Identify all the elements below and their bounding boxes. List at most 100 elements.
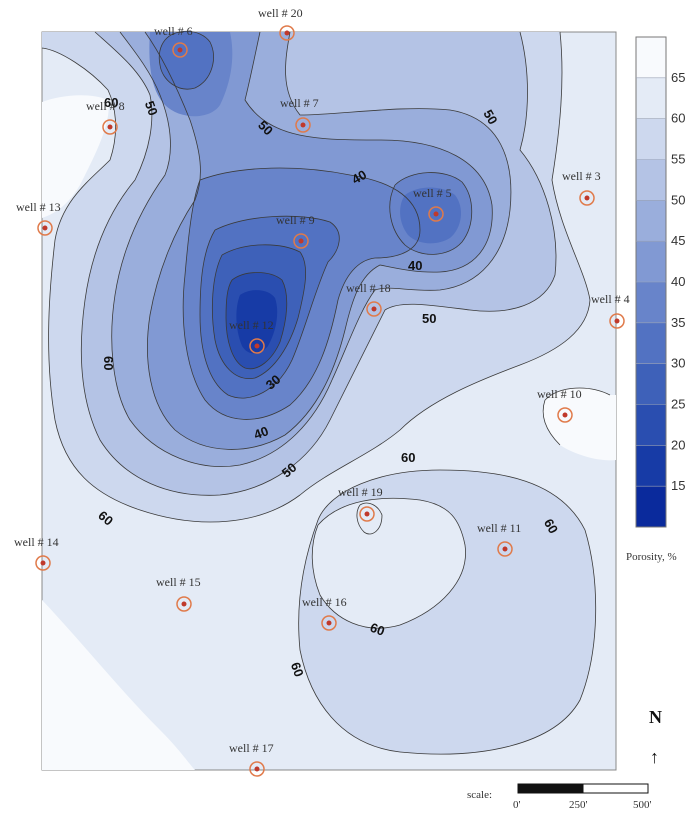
well-6-marker[interactable]: well # 6 xyxy=(154,24,193,58)
legend-color-band xyxy=(636,159,666,201)
well-label: well # 12 xyxy=(229,318,274,332)
well-marker-ring xyxy=(35,555,51,571)
well-10-marker[interactable]: well # 10 xyxy=(537,387,582,423)
well-markers: well # 6 well # 20 well # 8 well # 7 wel… xyxy=(14,6,630,777)
contour-label: 40 xyxy=(349,167,369,187)
well-label: well # 10 xyxy=(537,387,582,401)
scale-tick-label: 500' xyxy=(633,799,652,811)
contour-line-30-center xyxy=(199,215,340,399)
well-label: well # 14 xyxy=(14,535,59,549)
well-marker-ring xyxy=(172,42,188,58)
well-marker-dot xyxy=(181,601,187,607)
legend-tick-label: 50 xyxy=(671,192,685,207)
contour-label: 50 xyxy=(142,99,161,118)
legend-color-band xyxy=(636,445,666,487)
well-label: well # 5 xyxy=(413,186,452,200)
well-9-marker[interactable]: well # 9 xyxy=(276,213,315,249)
well-label: well # 17 xyxy=(229,741,274,755)
well-marker-ring xyxy=(579,190,595,206)
well-marker-ring xyxy=(497,541,513,557)
scale-bar-segment-dark xyxy=(517,783,584,794)
well-18-marker[interactable]: well # 18 xyxy=(346,281,391,317)
legend-tick-label: 30 xyxy=(671,356,685,371)
well-13-marker[interactable]: well # 13 xyxy=(16,200,61,236)
well-12-marker[interactable]: well # 12 xyxy=(229,318,274,354)
well-marker-ring xyxy=(176,596,192,612)
contour-line-20 xyxy=(225,272,288,370)
well-19-marker[interactable]: well # 19 xyxy=(338,485,383,522)
well-marker-ring xyxy=(249,338,265,354)
legend-title: Porosity, % xyxy=(626,551,677,563)
well-5-marker[interactable]: well # 5 xyxy=(413,186,452,222)
well-label: well # 18 xyxy=(346,281,391,295)
well-marker-dot xyxy=(364,511,370,517)
well-marker-dot xyxy=(326,620,332,626)
well-20-marker[interactable]: well # 20 xyxy=(258,6,303,41)
legend-color-band xyxy=(636,486,666,528)
well-marker-ring xyxy=(359,506,375,522)
well-marker-ring xyxy=(249,761,265,777)
contour-line-35-east xyxy=(389,172,473,255)
well-marker-ring xyxy=(295,117,311,133)
north-letter: N xyxy=(649,707,662,727)
scale-label: scale: xyxy=(467,789,492,801)
well-marker-ring xyxy=(366,301,382,317)
legend-color-band xyxy=(636,37,666,79)
contour-label: 60 xyxy=(104,95,118,110)
well-4-marker[interactable]: well # 4 xyxy=(591,292,630,329)
contour-line-60 xyxy=(41,31,591,523)
scale-tick-label: 250' xyxy=(569,799,588,811)
legend-tick-label: 15 xyxy=(671,478,685,493)
legend-tick-label: 60 xyxy=(671,111,685,126)
scale-bar-segment-light xyxy=(582,783,649,794)
well-marker-ring xyxy=(293,233,309,249)
well-label: well # 8 xyxy=(86,99,125,113)
legend-color-band xyxy=(636,282,666,324)
contour-line-50 xyxy=(80,31,557,496)
legend-color-band xyxy=(636,118,666,160)
well-marker-ring xyxy=(102,119,118,135)
contour-lines xyxy=(41,30,611,755)
well-marker-dot xyxy=(584,195,590,201)
well-3-marker[interactable]: well # 3 xyxy=(562,169,601,206)
well-marker-dot xyxy=(177,47,183,53)
well-11-marker[interactable]: well # 11 xyxy=(477,521,521,557)
legend-tick-label: 40 xyxy=(671,274,685,289)
legend-color-band xyxy=(636,77,666,120)
well-15-marker[interactable]: well # 15 xyxy=(156,575,201,612)
well-label: well # 13 xyxy=(16,200,61,214)
well-label: well # 9 xyxy=(276,213,315,227)
contour-label: 60 xyxy=(368,620,387,639)
well-8-marker[interactable]: well # 8 xyxy=(86,99,125,135)
well-label: well # 4 xyxy=(591,292,630,306)
well-marker-dot xyxy=(254,766,260,772)
contour-line-60-south xyxy=(311,497,466,629)
legend-color-band xyxy=(636,404,666,446)
well-7-marker[interactable]: well # 7 xyxy=(280,96,319,133)
well-17-marker[interactable]: well # 17 xyxy=(229,741,274,777)
contour-zone-30-east xyxy=(400,187,462,244)
legend-color-bands xyxy=(636,37,666,528)
well-label: well # 19 xyxy=(338,485,383,499)
contour-label: 60 xyxy=(288,660,307,679)
contour-label: 40 xyxy=(408,258,422,273)
well-marker-dot xyxy=(298,238,304,244)
contour-label: 60 xyxy=(541,516,561,536)
well-marker-ring xyxy=(557,407,573,423)
well-14-marker[interactable]: well # 14 xyxy=(14,535,59,571)
well-marker-dot xyxy=(300,122,306,128)
contour-label: 50 xyxy=(422,311,436,326)
well-marker-dot xyxy=(42,225,48,231)
north-arrow: N ↑ xyxy=(649,707,662,767)
well-label: well # 6 xyxy=(154,24,193,38)
legend-tick-label: 20 xyxy=(671,437,685,452)
contour-line-65-e xyxy=(542,387,611,446)
well-label: well # 20 xyxy=(258,6,303,20)
legend-tick-label: 45 xyxy=(671,233,685,248)
contour-line-65-s xyxy=(356,502,383,535)
well-marker-ring xyxy=(279,25,295,41)
well-16-marker[interactable]: well # 16 xyxy=(302,595,347,631)
contour-zone-65-nw xyxy=(42,95,109,218)
legend-tick-label: 65 xyxy=(671,70,685,85)
